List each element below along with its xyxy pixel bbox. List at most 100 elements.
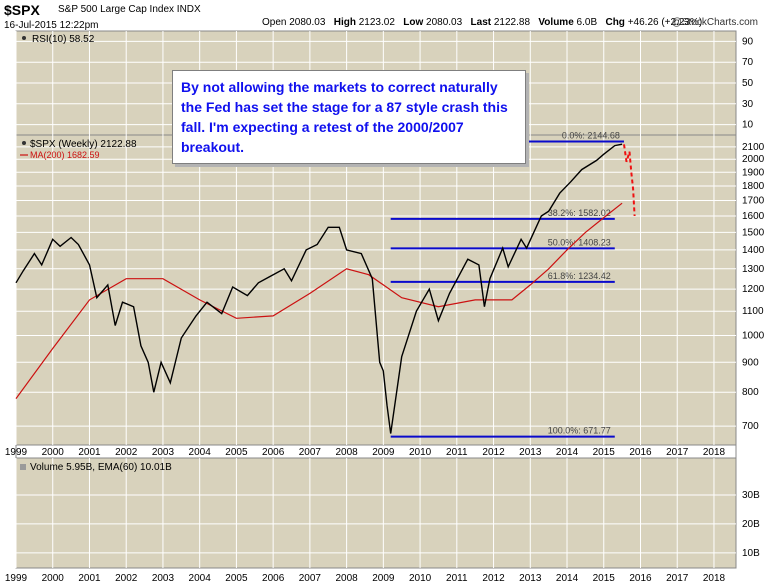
ma200-line [15, 202, 623, 399]
x-tick-bottom-2010: 2010 [409, 573, 432, 584]
x-axis-strip-top [15, 444, 737, 459]
x-tick-bottom-2014: 2014 [556, 573, 579, 584]
open-value: 2080.03 [289, 17, 326, 28]
volume-panel [15, 457, 737, 569]
x-tick-bottom-2018: 2018 [703, 573, 726, 584]
last-label: Last [470, 17, 492, 28]
rsi-legend-dot [22, 36, 26, 40]
x-tick-bottom-2004: 2004 [189, 573, 212, 584]
price-tick-1800: 1800 [742, 181, 765, 192]
forecast-line [623, 144, 636, 217]
price-tick-1200: 1200 [742, 284, 765, 295]
x-tick-bottom-2000: 2000 [42, 573, 65, 584]
fib-levels: 0.0%: 2144.68 38.2%: 1582.02 50.0%: 1408.2… [390, 130, 624, 438]
price-tick-1700: 1700 [742, 196, 765, 207]
price-tick-1600: 1600 [742, 211, 765, 222]
price-legend-dot [22, 141, 26, 145]
price-tick-900: 900 [742, 357, 759, 368]
x-tick-bottom-2015: 2015 [593, 573, 616, 584]
annotation-callout: By not allowing the markets to correct n… [172, 70, 526, 164]
rsi-tick-30: 30 [742, 99, 754, 110]
x-tick-bottom-2012: 2012 [482, 573, 505, 584]
chg-label: Chg [605, 17, 625, 28]
exchange: INDX [176, 4, 201, 15]
x-tick-top-2003: 2003 [152, 447, 175, 458]
x-tick-top-2000: 2000 [42, 447, 65, 458]
x-tick-top-2013: 2013 [519, 447, 542, 458]
index-name: S&P 500 Large Cap Index INDX [58, 4, 201, 15]
x-tick-top-2012: 2012 [482, 447, 505, 458]
x-tick-top-1999: 1999 [5, 447, 28, 458]
low-label: Low [403, 17, 424, 28]
stockcharts-logo: @StockCharts.com [671, 17, 758, 28]
price-tick-1900: 1900 [742, 167, 765, 178]
quote-bar: Open 2080.03 High 2123.02 Low 2080.03 La… [262, 17, 702, 28]
x-tick-top-2015: 2015 [593, 447, 616, 458]
x-tick-bottom-2016: 2016 [629, 573, 652, 584]
x-tick-top-2006: 2006 [262, 447, 285, 458]
volume-legend: Volume 5.95B, EMA(60) 10.01B [30, 462, 172, 473]
rsi-tick-90: 90 [742, 36, 754, 47]
x-tick-bottom-2001: 2001 [78, 573, 101, 584]
fib-label-4: 100.0%: 671.77 [548, 426, 611, 436]
x-tick-bottom-2003: 2003 [152, 573, 175, 584]
volume-tick-30B: 30B [742, 490, 760, 501]
x-tick-bottom-2002: 2002 [115, 573, 138, 584]
x-tick-top-2008: 2008 [335, 447, 358, 458]
x-tick-bottom-2009: 2009 [372, 573, 395, 584]
price-tick-1100: 1100 [742, 306, 764, 317]
high-value: 2123.02 [358, 17, 395, 28]
x-tick-top-2001: 2001 [78, 447, 101, 458]
x-tick-bottom-2007: 2007 [299, 573, 322, 584]
volume-value: 6.0B [576, 17, 598, 28]
x-tick-top-2004: 2004 [189, 447, 212, 458]
x-tick-top-2018: 2018 [703, 447, 726, 458]
rsi-tick-10: 10 [742, 120, 754, 131]
price-tick-1400: 1400 [742, 245, 765, 256]
price-y-axis: 700 800 900 1000 1100 1200 1300 1400 1500 1600 170… [742, 142, 765, 432]
rsi-legend: RSI(10) 58.52 [32, 34, 95, 45]
x-tick-top-2010: 2010 [409, 447, 432, 458]
price-line [15, 143, 623, 434]
chg-value: +46.26 (+2.23%) [627, 17, 703, 28]
x-axis-bottom: 1999 2000 2001 2002 2003 2004 2005 2006 2007 2008… [5, 573, 726, 584]
price-tick-800: 800 [742, 387, 759, 398]
volume-tick-20B: 20B [742, 519, 760, 530]
fib-label-3: 61.8%: 1234.42 [548, 271, 611, 281]
x-tick-bottom-2013: 2013 [519, 573, 542, 584]
price-legend: $SPX (Weekly) 2122.88 [30, 139, 137, 150]
high-label: High [333, 17, 356, 28]
rsi-y-axis: 90 70 50 30 10 [742, 36, 754, 130]
callout-text: By not allowing the markets to correct n… [181, 79, 508, 155]
x-tick-bottom-1999: 1999 [5, 573, 28, 584]
index-fullname: S&P 500 Large Cap Index [58, 4, 175, 15]
rsi-tick-50: 50 [742, 78, 754, 89]
x-tick-bottom-2011: 2011 [446, 573, 468, 584]
x-tick-bottom-2006: 2006 [262, 573, 285, 584]
x-tick-bottom-2017: 2017 [666, 573, 689, 584]
x-tick-top-2017: 2017 [666, 447, 689, 458]
x-tick-top-2009: 2009 [372, 447, 395, 458]
price-tick-1000: 1000 [742, 330, 765, 341]
volume-label: Volume [538, 17, 574, 28]
x-tick-top-2014: 2014 [556, 447, 579, 458]
x-tick-top-2011: 2011 [446, 447, 468, 458]
x-axis-top: 1999 2000 2001 2002 2003 2004 2005 2006 2007 2008… [5, 447, 726, 458]
fib-label-1: 38.2%: 1582.02 [548, 208, 611, 218]
price-tick-2100: 2100 [742, 142, 765, 153]
x-tick-bottom-2005: 2005 [225, 573, 248, 584]
price-tick-700: 700 [742, 421, 759, 432]
price-tick-1300: 1300 [742, 264, 765, 275]
price-panel [15, 134, 737, 446]
ma-legend: MA(200) 1682.59 [30, 150, 100, 160]
low-value: 2080.03 [426, 17, 463, 28]
x-tick-top-2007: 2007 [299, 447, 322, 458]
price-tick-1500: 1500 [742, 227, 765, 238]
fib-label-2: 50.0%: 1408.23 [548, 237, 611, 247]
open-label: Open [262, 17, 287, 28]
volume-y-axis: 30B 20B 10B [742, 490, 760, 559]
price-tick-2000: 2000 [742, 154, 765, 165]
last-value: 2122.88 [493, 17, 531, 28]
chart-datetime: 16-Jul-2015 12:22pm [4, 20, 99, 31]
